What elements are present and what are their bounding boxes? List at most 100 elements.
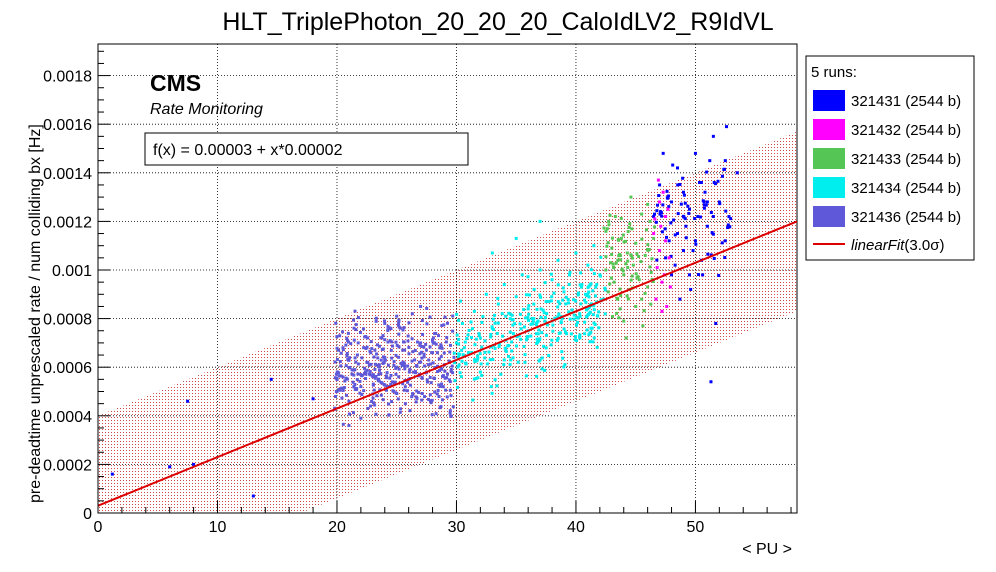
data-point bbox=[652, 232, 656, 236]
data-point bbox=[374, 319, 378, 323]
data-point bbox=[547, 353, 551, 357]
data-point bbox=[716, 179, 720, 183]
data-point bbox=[503, 346, 507, 350]
data-point bbox=[402, 361, 406, 365]
data-point bbox=[531, 319, 535, 323]
data-point bbox=[487, 350, 491, 354]
series-1-points bbox=[110, 125, 739, 498]
data-point bbox=[375, 352, 379, 356]
data-point bbox=[654, 297, 658, 301]
data-point bbox=[389, 373, 393, 377]
data-point bbox=[711, 232, 715, 236]
data-point bbox=[728, 225, 732, 229]
data-point bbox=[476, 356, 480, 360]
y-tick-label: 0 bbox=[83, 506, 92, 523]
data-point bbox=[696, 215, 700, 219]
data-point bbox=[566, 301, 570, 305]
data-point bbox=[414, 400, 418, 404]
data-point bbox=[476, 376, 480, 380]
data-point bbox=[477, 334, 481, 338]
data-point bbox=[637, 255, 641, 259]
data-point bbox=[526, 307, 530, 311]
legend-label: 321432 (2544 b) bbox=[851, 122, 961, 139]
data-point bbox=[480, 373, 484, 377]
data-point bbox=[420, 345, 424, 349]
data-point bbox=[451, 314, 455, 318]
data-point bbox=[686, 204, 690, 208]
data-point bbox=[646, 202, 650, 206]
data-point bbox=[717, 200, 721, 204]
data-point bbox=[374, 374, 378, 378]
data-point bbox=[568, 317, 572, 321]
data-point bbox=[449, 367, 453, 371]
data-point bbox=[352, 338, 356, 342]
x-tick-label: 50 bbox=[687, 519, 705, 536]
data-point bbox=[634, 272, 638, 276]
data-point bbox=[543, 319, 547, 323]
data-point bbox=[446, 321, 450, 325]
data-point bbox=[333, 376, 337, 380]
data-point bbox=[665, 235, 669, 239]
data-point bbox=[455, 333, 459, 337]
data-point bbox=[358, 391, 362, 395]
x-tick-label: 0 bbox=[94, 519, 103, 536]
data-point bbox=[500, 312, 504, 316]
data-point bbox=[643, 292, 647, 296]
data-point bbox=[717, 273, 721, 277]
data-point bbox=[339, 364, 343, 368]
data-point bbox=[335, 335, 339, 339]
x-axis-label: < PU > bbox=[742, 541, 792, 558]
data-point bbox=[426, 363, 430, 367]
data-point bbox=[471, 398, 475, 402]
data-point bbox=[574, 299, 578, 303]
data-point bbox=[725, 125, 729, 129]
x-tick-label: 10 bbox=[209, 519, 227, 536]
data-point bbox=[522, 345, 526, 349]
data-point bbox=[341, 375, 345, 379]
data-point bbox=[444, 388, 448, 392]
data-point bbox=[396, 397, 400, 401]
data-point bbox=[626, 265, 630, 269]
data-point bbox=[609, 261, 613, 265]
data-point bbox=[535, 307, 539, 311]
data-point bbox=[406, 364, 410, 368]
data-point bbox=[524, 338, 528, 342]
data-point bbox=[687, 207, 691, 211]
data-point bbox=[648, 219, 652, 223]
data-point bbox=[390, 380, 394, 384]
data-point bbox=[710, 231, 714, 235]
data-point bbox=[532, 317, 536, 321]
data-point bbox=[333, 360, 337, 364]
data-point bbox=[595, 314, 599, 318]
data-point bbox=[369, 351, 373, 355]
data-point bbox=[457, 363, 461, 367]
data-point bbox=[604, 229, 608, 233]
data-point bbox=[459, 375, 463, 379]
data-point bbox=[428, 393, 432, 397]
data-point bbox=[605, 244, 609, 248]
data-point bbox=[429, 381, 433, 385]
data-point bbox=[340, 386, 344, 390]
data-point bbox=[406, 380, 410, 384]
data-point bbox=[397, 375, 401, 379]
data-point bbox=[437, 357, 441, 361]
data-point bbox=[465, 337, 469, 341]
data-point bbox=[440, 323, 444, 327]
data-point bbox=[667, 194, 671, 198]
data-point bbox=[402, 388, 406, 392]
data-point bbox=[525, 336, 529, 340]
data-point bbox=[669, 221, 673, 225]
data-point bbox=[524, 293, 528, 297]
data-point bbox=[724, 209, 728, 213]
data-point bbox=[383, 321, 387, 325]
data-point bbox=[691, 249, 695, 253]
data-point bbox=[453, 379, 457, 383]
data-point bbox=[660, 230, 664, 234]
data-point bbox=[340, 396, 344, 400]
data-point bbox=[495, 331, 499, 335]
data-point bbox=[661, 203, 665, 207]
data-point bbox=[386, 340, 390, 344]
data-point bbox=[538, 358, 542, 362]
data-point bbox=[655, 209, 659, 213]
data-point bbox=[373, 348, 377, 352]
